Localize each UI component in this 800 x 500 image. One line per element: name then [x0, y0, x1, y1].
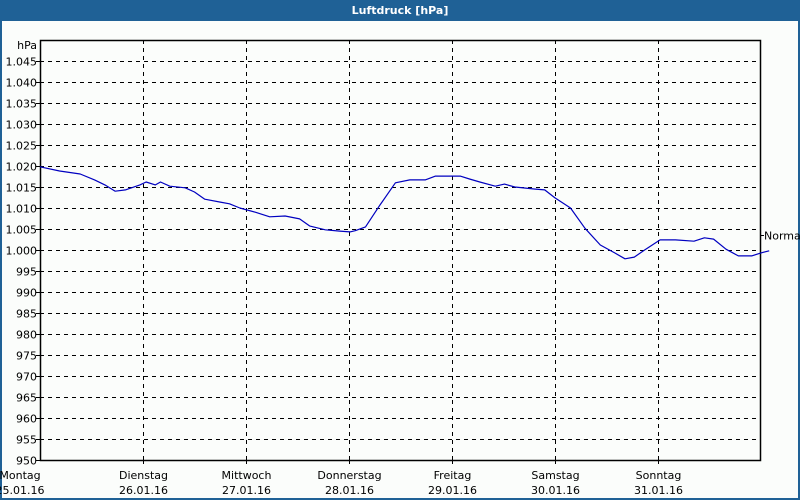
y-tick-label: 990: [16, 287, 37, 300]
x-tick-date: 26.01.16: [119, 484, 168, 497]
y-tick-label: 955: [16, 434, 37, 447]
y-tick-label: 985: [16, 308, 37, 321]
y-tick-label: 1.025: [6, 140, 38, 153]
y-tick-label: 980: [16, 329, 37, 342]
x-tick-day: Mittwoch: [222, 469, 272, 482]
x-tick-day: Sonntag: [636, 469, 682, 482]
x-tick-date: 29.01.16: [428, 484, 477, 497]
y-tick-label: 1.030: [6, 119, 38, 132]
y-tick-label: 995: [16, 266, 37, 279]
y-tick-label: 1.045: [6, 56, 38, 69]
y-tick-label: 1.015: [6, 182, 38, 195]
y-tick-label: 1.005: [6, 224, 38, 237]
pressure-line: [39, 166, 770, 260]
x-tick-day: Freitag: [434, 469, 472, 482]
y-tick-label: 1.020: [6, 161, 38, 174]
y-tick-label: 1.035: [6, 98, 38, 111]
y-axis-unit: hPa: [17, 39, 37, 52]
x-tick-date: 28.01.16: [325, 484, 374, 497]
plot-frame: [39, 39, 762, 462]
x-tick-day: Dienstag: [119, 469, 168, 482]
x-tick-date: 31.01.16: [634, 484, 683, 497]
y-tick-label: 1.040: [6, 77, 38, 90]
x-tick-day: Samstag: [531, 469, 579, 482]
y-tick-label: 975: [16, 350, 37, 363]
y-tick-label: 965: [16, 392, 37, 405]
x-tick-date: 27.01.16: [222, 484, 271, 497]
window-title: Luftdruck [hPa]: [0, 0, 800, 21]
x-tick-day: Donnerstag: [317, 469, 381, 482]
y-tick-label: 950: [16, 455, 37, 468]
x-tick-date: 30.01.16: [531, 484, 580, 497]
y-tick-label: 970: [16, 371, 37, 384]
x-tick-date: 25.01.16: [0, 484, 44, 497]
y-tick-label: 1.010: [6, 203, 38, 216]
x-tick-day: Montag: [0, 469, 41, 482]
y-tick-label: 960: [16, 413, 37, 426]
normal-label: Normal: [764, 230, 800, 243]
y-tick-label: 1.000: [6, 245, 38, 258]
